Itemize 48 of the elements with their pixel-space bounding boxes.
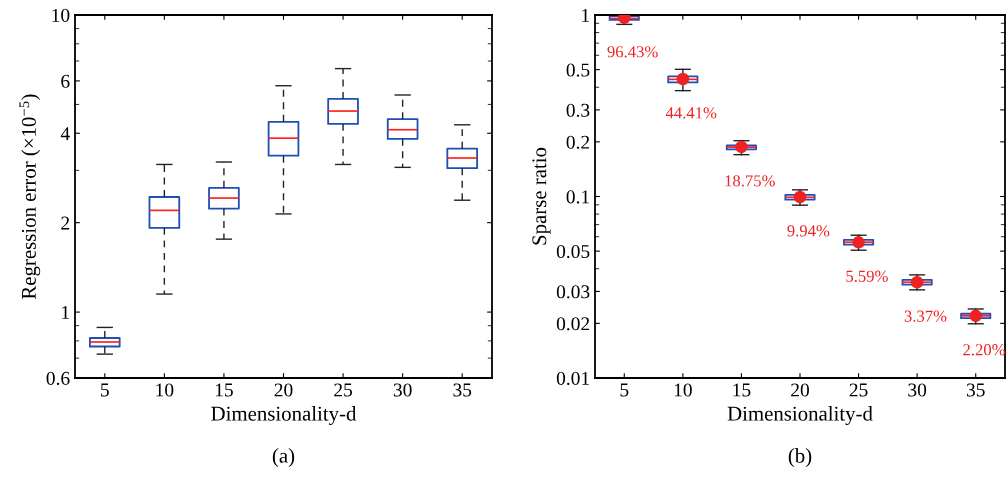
x-tick-label: 30: [393, 383, 412, 397]
x-tick-label: 25: [334, 383, 353, 397]
point: [969, 309, 982, 323]
y-tick-label: 1: [62, 306, 69, 319]
data-label: 3.37%: [904, 310, 947, 322]
x-tick-label: 35: [966, 383, 985, 397]
x-axis-title: Dimensionality-d: [727, 406, 873, 425]
x-tick-label: 5: [620, 383, 629, 397]
data-label: 9.94%: [787, 225, 830, 237]
x-tick-label: 15: [733, 383, 751, 397]
point: [618, 15, 631, 25]
y-tick-label: 0.6: [46, 371, 70, 386]
x-tick-label: 5: [101, 383, 109, 397]
y-tick-label: 0.3: [566, 103, 590, 117]
point: [793, 190, 807, 204]
x-axis-title: Dimensionality-d: [211, 406, 357, 425]
y-tick-label: 6: [61, 74, 70, 88]
y-tick-label: 2: [61, 216, 70, 230]
point: [676, 72, 690, 86]
point: [852, 236, 865, 249]
point: [910, 275, 924, 289]
x-tick-label: 25: [849, 383, 868, 397]
text: (a): [272, 448, 295, 467]
x-tick-label: 10: [156, 383, 174, 397]
y-tick-label: 0.5: [566, 63, 590, 77]
y-tick-label: 0.03: [556, 285, 590, 299]
y-tick-label: 1: [582, 8, 589, 22]
x-tick-label: 30: [908, 383, 927, 397]
y-tick-label: 0.1: [566, 190, 589, 204]
y-tick-label: 0.01: [556, 371, 589, 386]
data-label: 96.43%: [607, 46, 658, 58]
y-tick-label: 0.05: [556, 244, 590, 259]
data-label: 44.41%: [665, 107, 717, 119]
x-tick-label: 35: [453, 383, 472, 397]
text: (b): [788, 448, 812, 467]
x-tick-label: 20: [274, 383, 293, 397]
y-tick-label: 0.2: [566, 135, 590, 149]
y-tick-label: 0.02: [556, 317, 590, 331]
x-tick-label: 10: [674, 383, 692, 397]
y-tick-label: 10: [52, 8, 70, 22]
x-tick-label: 15: [215, 383, 233, 397]
y-axis-title: Regression error (×10$^{−5}$): [19, 94, 41, 300]
data-label: 18.75%: [725, 175, 775, 187]
y-axis-title: Sparse ratio: [532, 147, 551, 245]
point: [735, 140, 748, 154]
data-label: 5.59%: [846, 270, 888, 282]
x-tick-label: 20: [791, 383, 809, 397]
y-tick-label: 4: [60, 127, 70, 140]
